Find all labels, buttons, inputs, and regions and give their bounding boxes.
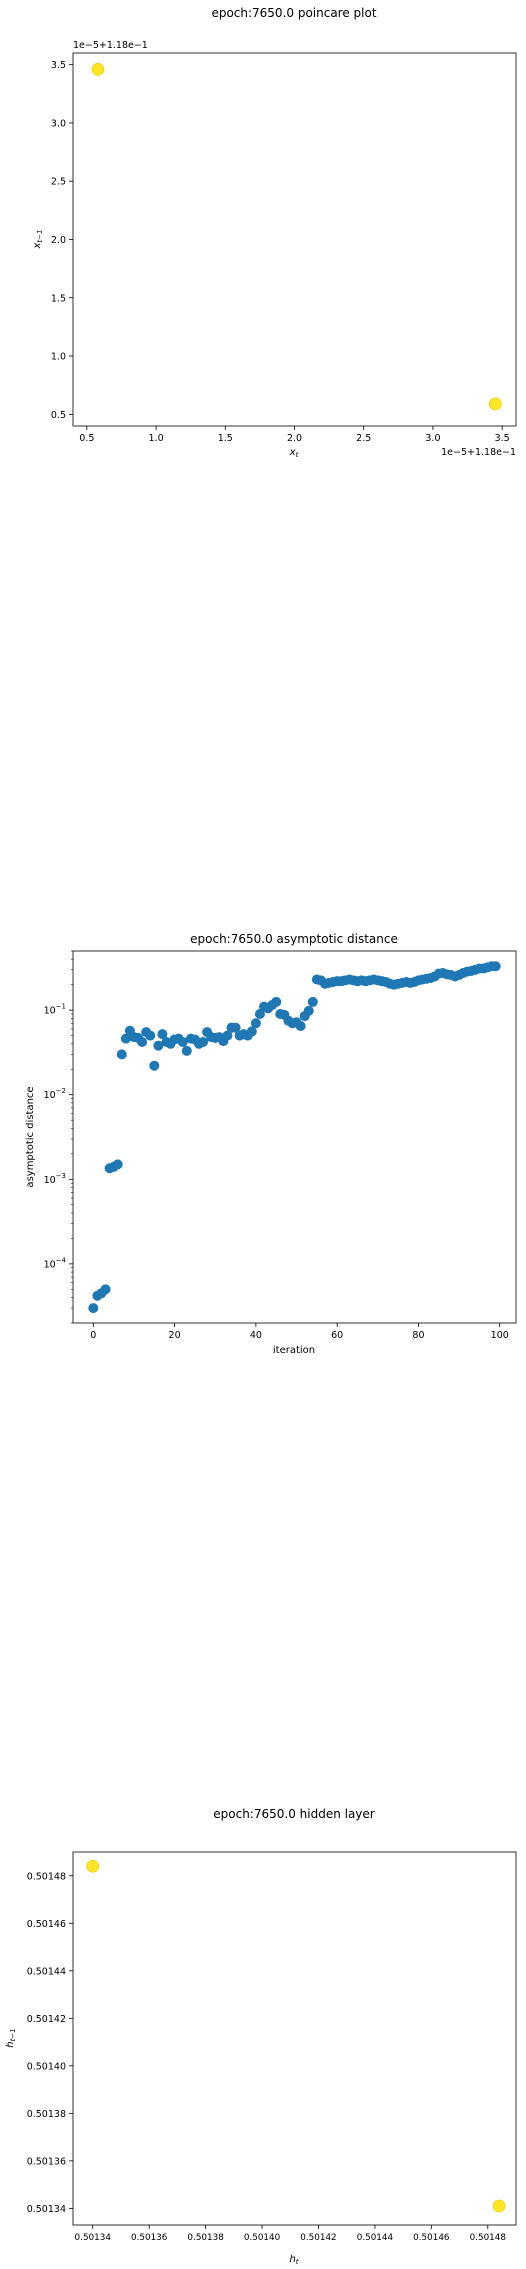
hidden-x-tick-label: 0.50142 [300, 2233, 336, 2243]
hidden-y-ticks: 0.50134 0.50136 0.50138 0.50140 0.50142 0.501… [27, 1871, 73, 2215]
poincare-y-tick-label: 3.5 [51, 60, 66, 71]
hidden-y-tick-label: 0.50138 [27, 2109, 66, 2120]
asymptotic-point [490, 961, 501, 972]
hidden-x-tick-label: 0.50138 [187, 2233, 223, 2243]
poincare-x-axis-label: xt [289, 447, 299, 459]
hidden-y-tick-label: 0.50146 [27, 1919, 66, 1930]
poincare-x-tick-label: 1.5 [218, 433, 233, 444]
hidden-x-tick-label: 0.50144 [357, 2233, 394, 2243]
poincare-y-ticks: 0.5 1.0 1.5 2.0 2.5 3.0 3.5 [51, 60, 73, 421]
poincare-points [91, 62, 502, 411]
asymptotic-point [307, 996, 318, 1007]
poincare-x-tick-label: 2.5 [356, 433, 371, 444]
hidden-points [86, 1859, 506, 2213]
poincare-y-tick-label: 0.5 [51, 410, 66, 421]
asymptotic-point [230, 1022, 241, 1033]
asymptotic-points [88, 961, 501, 1314]
hidden-x-axis-label: ht [289, 2254, 298, 2266]
asymptotic-point [100, 1284, 111, 1295]
asymptotic-y-tick-label: 10−1 [44, 1003, 66, 1017]
hidden-y-tick-label: 0.50148 [27, 1871, 66, 1882]
hidden-x-ticks: 0.50134 0.50136 0.50138 0.50140 0.50142 0.501… [75, 2225, 506, 2243]
asymptotic-point [254, 1008, 265, 1019]
hidden-x-tick-label: 0.50134 [75, 2233, 112, 2243]
hidden-x-tick-label: 0.50146 [413, 2233, 450, 2243]
asymptotic-x-tick-label: 60 [331, 1330, 343, 1341]
poincare-title: epoch:7650.0 poincare plot [211, 6, 376, 20]
asymptotic-x-tick-label: 40 [250, 1330, 262, 1341]
poincare-x-tick-label: 2.0 [287, 433, 302, 444]
asymptotic-title: epoch:7650.0 asymptotic distance [190, 932, 398, 946]
hidden-y-tick-label: 0.50140 [27, 2061, 66, 2072]
hidden-point [86, 1859, 100, 1873]
asymptotic-point [250, 1018, 261, 1029]
asymptotic-y-axis-label: asymptotic distance [25, 1086, 36, 1187]
poincare-point [488, 397, 502, 411]
poincare-y-tick-label: 2.0 [51, 235, 66, 246]
asymptotic-y-tick-label: 10−3 [44, 1172, 66, 1186]
asymptotic-x-tick-label: 20 [169, 1330, 181, 1341]
asymptotic-x-axis-label: iteration [273, 1345, 315, 1356]
hidden-x-tick-label: 0.50136 [131, 2233, 168, 2243]
asymptotic-point [137, 1036, 148, 1047]
asymptotic-x-tick-label: 0 [90, 1330, 96, 1341]
hidden-x-tick-label: 0.50148 [470, 2233, 506, 2243]
asymptotic-point [153, 1040, 164, 1051]
poincare-y-tick-label: 1.0 [51, 352, 66, 363]
asymptotic-point [181, 1045, 192, 1056]
asymptotic-point [222, 1030, 233, 1041]
asymptotic-y-tick-label: 10−4 [44, 1256, 67, 1270]
asymptotic-y-tick-label: 10−2 [44, 1087, 66, 1101]
poincare-x-offset-label: 1e−5+1.18e−1 [441, 447, 516, 458]
hidden-y-tick-label: 0.50136 [27, 2156, 66, 2167]
asymptotic-point [149, 1060, 160, 1071]
asymptotic-point [198, 1036, 209, 1047]
hidden-point [492, 2199, 506, 2213]
poincare-y-tick-label: 1.5 [51, 293, 66, 304]
poincare-x-tick-label: 3.5 [495, 433, 510, 444]
asymptotic-point [303, 1005, 314, 1016]
poincare-x-tick-label: 0.5 [79, 433, 94, 444]
asymptotic-point [246, 1026, 257, 1037]
asymptotic-point [177, 1036, 188, 1047]
asymptotic-point [88, 1303, 99, 1314]
hidden-y-tick-label: 0.50142 [27, 2014, 66, 2025]
poincare-plot-area [72, 52, 517, 427]
asymptotic-point [120, 1033, 131, 1044]
hidden-title: epoch:7650.0 hidden layer [213, 1807, 375, 1821]
poincare-y-tick-label: 2.5 [51, 177, 66, 188]
hidden-plot-area [72, 1851, 517, 2226]
asymptotic-point [145, 1030, 156, 1041]
poincare-x-tick-label: 3.0 [425, 433, 440, 444]
poincare-x-tick-label: 1.0 [149, 433, 164, 444]
poincare-point [91, 62, 105, 76]
poincare-x-ticks: 0.5 1.0 1.5 2.0 2.5 3.0 3.5 [79, 426, 510, 444]
asymptotic-plot-area [72, 950, 517, 1324]
asymptotic-point [112, 1159, 123, 1170]
asymptotic-x-tick-label: 80 [412, 1330, 424, 1341]
asymptotic-point [116, 1049, 127, 1060]
asymptotic-x-tick-label: 100 [491, 1330, 509, 1341]
asymptotic-point [271, 996, 282, 1007]
poincare-y-axis-label: xt−1 [32, 230, 44, 250]
asymptotic-point [295, 1020, 306, 1031]
hidden-x-tick-label: 0.50140 [244, 2233, 281, 2243]
asymptotic-y-ticks: 10−4 10−3 10−2 10−1 [44, 950, 73, 1324]
hidden-y-axis-label: ht−1 [5, 2028, 17, 2047]
poincare-chart: epoch:7650.0 poincare plot 1e−5+1.18e−1 … [32, 6, 517, 459]
hidden-y-tick-label: 0.50134 [27, 2204, 66, 2215]
hidden-layer-chart: epoch:7650.0 hidden layer 0.50134 0.50136… [5, 1807, 517, 2266]
asymptotic-point [157, 1029, 168, 1040]
asymptotic-distance-chart: epoch:7650.0 asymptotic distance 0 20 40 60… [25, 932, 517, 1356]
asymptotic-x-ticks: 0 20 40 60 80 100 [90, 1323, 509, 1341]
poincare-y-offset-label: 1e−5+1.18e−1 [73, 40, 148, 51]
hidden-y-tick-label: 0.50144 [27, 1966, 66, 1977]
poincare-y-tick-label: 3.0 [51, 118, 66, 129]
